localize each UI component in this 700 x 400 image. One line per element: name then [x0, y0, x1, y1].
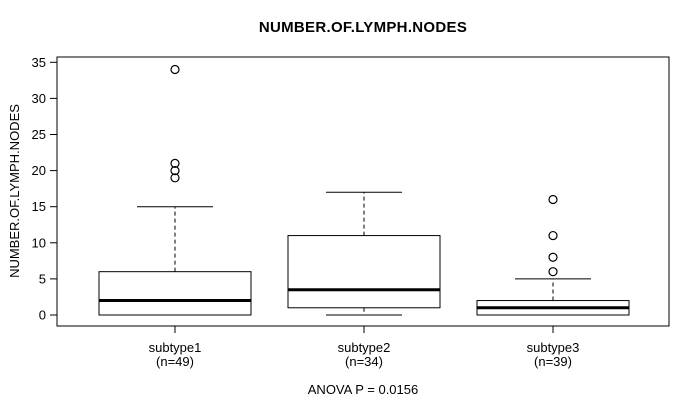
- chart-title: NUMBER.OF.LYMPH.NODES: [258, 19, 468, 36]
- anova-caption: ANOVA P = 0.0156: [307, 382, 419, 397]
- outlier-point: [548, 230, 558, 241]
- group-label: subtype1: [149, 340, 202, 355]
- iqr-box: [98, 271, 252, 316]
- group-label: subtype3: [527, 340, 580, 355]
- group-sublabel: (n=49): [156, 354, 194, 369]
- y-tick-label: 35: [32, 55, 46, 70]
- iqr-box: [287, 235, 441, 309]
- outlier-point: [170, 173, 180, 183]
- outlier-point: [548, 267, 558, 277]
- outlier-point: [170, 158, 180, 168]
- group-label: subtype2: [338, 340, 391, 355]
- group-sublabel: (n=39): [534, 354, 572, 369]
- y-tick-label: 10: [32, 235, 46, 250]
- y-tick-label: 30: [32, 91, 46, 106]
- plot-border: [56, 56, 670, 327]
- outlier-point: [170, 64, 180, 75]
- y-tick-label: 20: [32, 163, 46, 178]
- group-sublabel: (n=34): [345, 354, 383, 369]
- outlier-point: [170, 166, 180, 176]
- y-tick-label: 25: [32, 127, 46, 142]
- y-tick-label: 15: [32, 199, 46, 214]
- y-tick-label: 0: [39, 308, 46, 323]
- outlier-point: [548, 194, 558, 205]
- outlier-point: [548, 252, 558, 262]
- y-tick-label: 5: [39, 271, 46, 286]
